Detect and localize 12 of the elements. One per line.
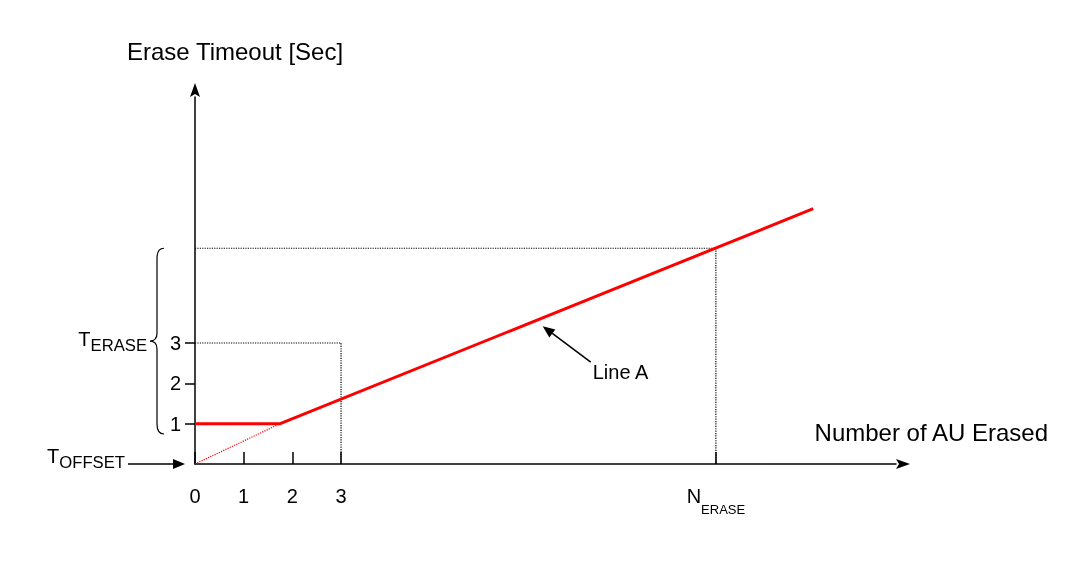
y-axis-title: Erase Timeout [Sec] — [127, 37, 344, 65]
y-tick-label: 3 — [169, 332, 181, 355]
x-tick-label: 1 — [238, 485, 250, 507]
x-tick-label: 3 — [335, 485, 347, 507]
x-tick-label: 0 — [189, 485, 201, 507]
x-axis-title: Number of AU Erased — [814, 418, 1048, 446]
text: T$_{OFFSET}$ — [47, 444, 125, 474]
y-tick-label: 2 — [169, 372, 181, 395]
x-tick-label: 2 — [286, 485, 298, 507]
text: T$_{ERASE}$ — [78, 327, 147, 358]
annotation: Line A — [592, 360, 649, 385]
y-tick-label: 1 — [169, 412, 181, 435]
